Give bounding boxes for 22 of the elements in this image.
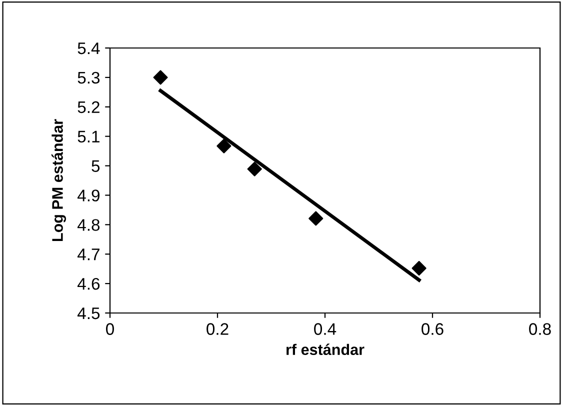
y-tick-label: 5 (92, 160, 100, 172)
y-tick-label: 4.9 (77, 190, 100, 202)
point (247, 162, 262, 176)
point (412, 260, 426, 276)
point (216, 138, 232, 154)
y-tick-label: 4.6 (77, 278, 100, 290)
y-tick-label: 5.2 (78, 101, 100, 114)
y-tick-label: 4.8 (77, 219, 100, 231)
x-axis-title: rf estándar (286, 344, 364, 356)
y-tick-label: 5.1 (78, 130, 100, 143)
x-tick-label: 0.8 (529, 323, 551, 335)
y-tick-label: 4.5 (77, 308, 100, 320)
y-tick-label: 4.7 (77, 248, 100, 260)
point (308, 211, 324, 226)
x-tick-label: 0 (106, 323, 114, 335)
x-tick-label: 0.2 (206, 323, 228, 335)
y-axis-title: Log PM estándar (52, 119, 66, 242)
point (153, 70, 168, 85)
y-tick-label: 5.3 (78, 72, 100, 84)
y-tick-label: 5.4 (78, 42, 100, 54)
x-tick-label: 0.6 (422, 323, 444, 335)
x-tick-label: 0.4 (314, 323, 336, 335)
